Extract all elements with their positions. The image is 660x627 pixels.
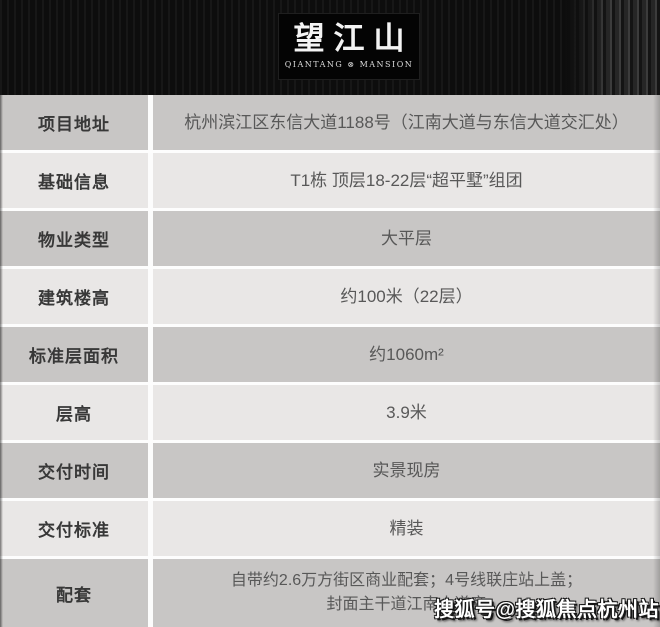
row-value: 3.9米	[153, 385, 660, 440]
table-row: 物业类型 大平层	[0, 211, 660, 266]
table-row: 层高 3.9米	[0, 385, 660, 440]
table-row: 项目地址 杭州滨江区东信大道1188号（江南大道与东信大道交汇处）	[0, 95, 660, 150]
column-divider	[148, 385, 153, 440]
brand-logo-title: 望江山	[293, 21, 414, 57]
brand-logo-subtitle: QIANTANG ⊗ MANSION	[284, 60, 414, 69]
column-divider	[148, 269, 153, 324]
row-label: 项目地址	[0, 95, 148, 150]
table-row: 交付时间 实景现房	[0, 443, 660, 498]
row-label: 基础信息	[0, 153, 148, 208]
brand-logo: 望江山 QIANTANG ⊗ MANSION	[278, 13, 420, 80]
column-divider	[148, 211, 153, 266]
column-divider	[148, 153, 153, 208]
row-value: 自带约2.6万方街区商业配套；4号线联庄站上盖； 封面主干道江南大道旁	[153, 559, 660, 627]
table-row: 建筑楼高 约100米（22层）	[0, 269, 660, 324]
row-label: 交付标准	[0, 501, 148, 556]
table-row: 基础信息 T1栋 顶层18-22层“超平墅”组团	[0, 153, 660, 208]
hero-banner: 望江山 QIANTANG ⊗ MANSION	[0, 0, 660, 95]
row-value: 精装	[153, 501, 660, 556]
property-info-table: 项目地址 杭州滨江区东信大道1188号（江南大道与东信大道交汇处） 基础信息 T…	[0, 95, 660, 627]
row-label: 交付时间	[0, 443, 148, 498]
column-divider	[148, 501, 153, 556]
column-divider	[148, 559, 153, 627]
row-value: 约100米（22层）	[153, 269, 660, 324]
row-value: 大平层	[153, 211, 660, 266]
row-value: 约1060m²	[153, 327, 660, 382]
row-value: T1栋 顶层18-22层“超平墅”组团	[153, 153, 660, 208]
row-value: 实景现房	[153, 443, 660, 498]
row-label: 物业类型	[0, 211, 148, 266]
row-label: 配套	[0, 559, 148, 627]
table-row: 配套 自带约2.6万方街区商业配套；4号线联庄站上盖； 封面主干道江南大道旁	[0, 559, 660, 627]
table-row: 交付标准 精装	[0, 501, 660, 556]
row-label: 层高	[0, 385, 148, 440]
row-value: 杭州滨江区东信大道1188号（江南大道与东信大道交汇处）	[153, 95, 660, 150]
watermark-sohu: 搜狐号@搜狐焦点杭州站	[433, 599, 659, 621]
row-label: 建筑楼高	[0, 269, 148, 324]
column-divider	[148, 327, 153, 382]
row-label: 标准层面积	[0, 327, 148, 382]
column-divider	[148, 95, 153, 150]
hero-curtain-texture	[565, 0, 660, 95]
column-divider	[148, 443, 153, 498]
table-row: 标准层面积 约1060m²	[0, 327, 660, 382]
